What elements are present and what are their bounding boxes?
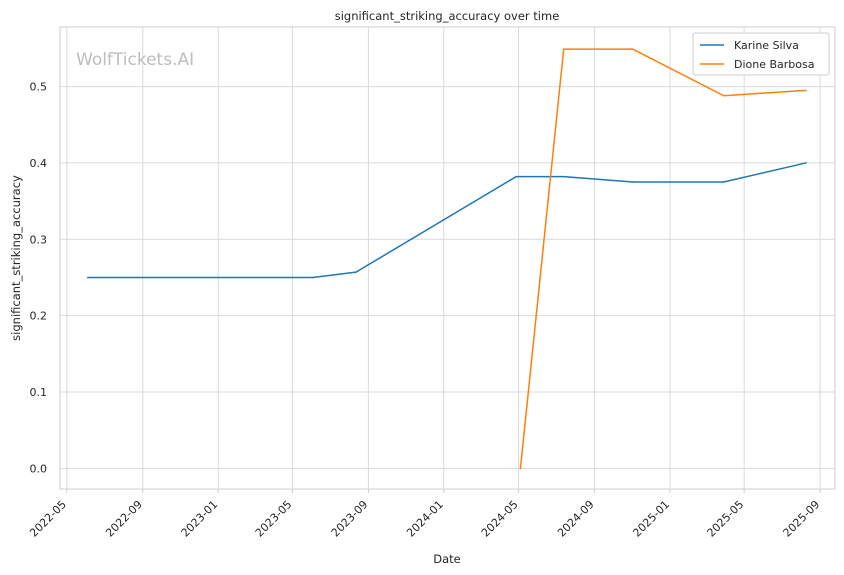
- chart-title: significant_striking_accuracy over time: [335, 9, 560, 23]
- y-tick-label: 0.3: [30, 233, 48, 246]
- data-point: [723, 181, 725, 183]
- x-tick-label: 2024-09: [555, 498, 597, 540]
- series-line-0: [87, 162, 807, 279]
- x-tick-label: 2023-05: [253, 498, 295, 540]
- data-point: [519, 467, 522, 470]
- grid: [60, 27, 835, 489]
- data-point: [515, 175, 517, 178]
- y-tick-label: 0.1: [30, 386, 48, 399]
- data-point: [562, 175, 565, 178]
- legend-box: [692, 32, 830, 76]
- x-tick-label: 2022-05: [27, 498, 69, 540]
- legend: Karine Silva Dione Barbosa: [692, 32, 830, 76]
- data-point: [355, 271, 357, 273]
- data-point: [312, 276, 314, 279]
- y-axis-label: significant_striking_accuracy: [9, 175, 23, 341]
- legend-label: Dione Barbosa: [734, 58, 815, 71]
- data-point: [632, 181, 634, 183]
- legend-label: Karine Silva: [734, 39, 799, 52]
- y-tick-label: 0.5: [30, 81, 48, 94]
- data-point: [632, 48, 634, 50]
- x-tick-label: 2024-01: [404, 498, 446, 540]
- y-tick-label: 0.0: [30, 462, 48, 475]
- data-point: [723, 94, 725, 97]
- y-tick-label: 0.2: [30, 310, 48, 323]
- x-tick-label: 2023-09: [329, 498, 371, 540]
- y-tick-label: 0.4: [30, 157, 48, 170]
- x-tick-label: 2025-01: [630, 498, 672, 540]
- plot-area: [59, 26, 836, 490]
- x-axis-ticks: 2022-05 2022-09 2023-01 2023-05 2023-09 2024-…: [27, 489, 822, 540]
- x-axis-label: Date: [433, 552, 461, 566]
- data-point: [87, 276, 89, 279]
- watermark: WolfTickets.AI: [76, 50, 194, 70]
- x-tick-label: 2023-01: [179, 498, 221, 540]
- x-tick-label: 2022-09: [103, 498, 145, 540]
- x-tick-label: 2024-05: [479, 498, 521, 540]
- x-tick-label: 2025-09: [781, 498, 823, 540]
- series-layer: [87, 48, 807, 470]
- data-point: [805, 162, 807, 164]
- data-point: [805, 89, 807, 92]
- x-tick-label: 2025-05: [705, 498, 747, 540]
- y-axis-ticks: 0.0 0.1 0.2 0.3 0.4 0.5: [30, 81, 48, 476]
- data-point: [562, 48, 565, 50]
